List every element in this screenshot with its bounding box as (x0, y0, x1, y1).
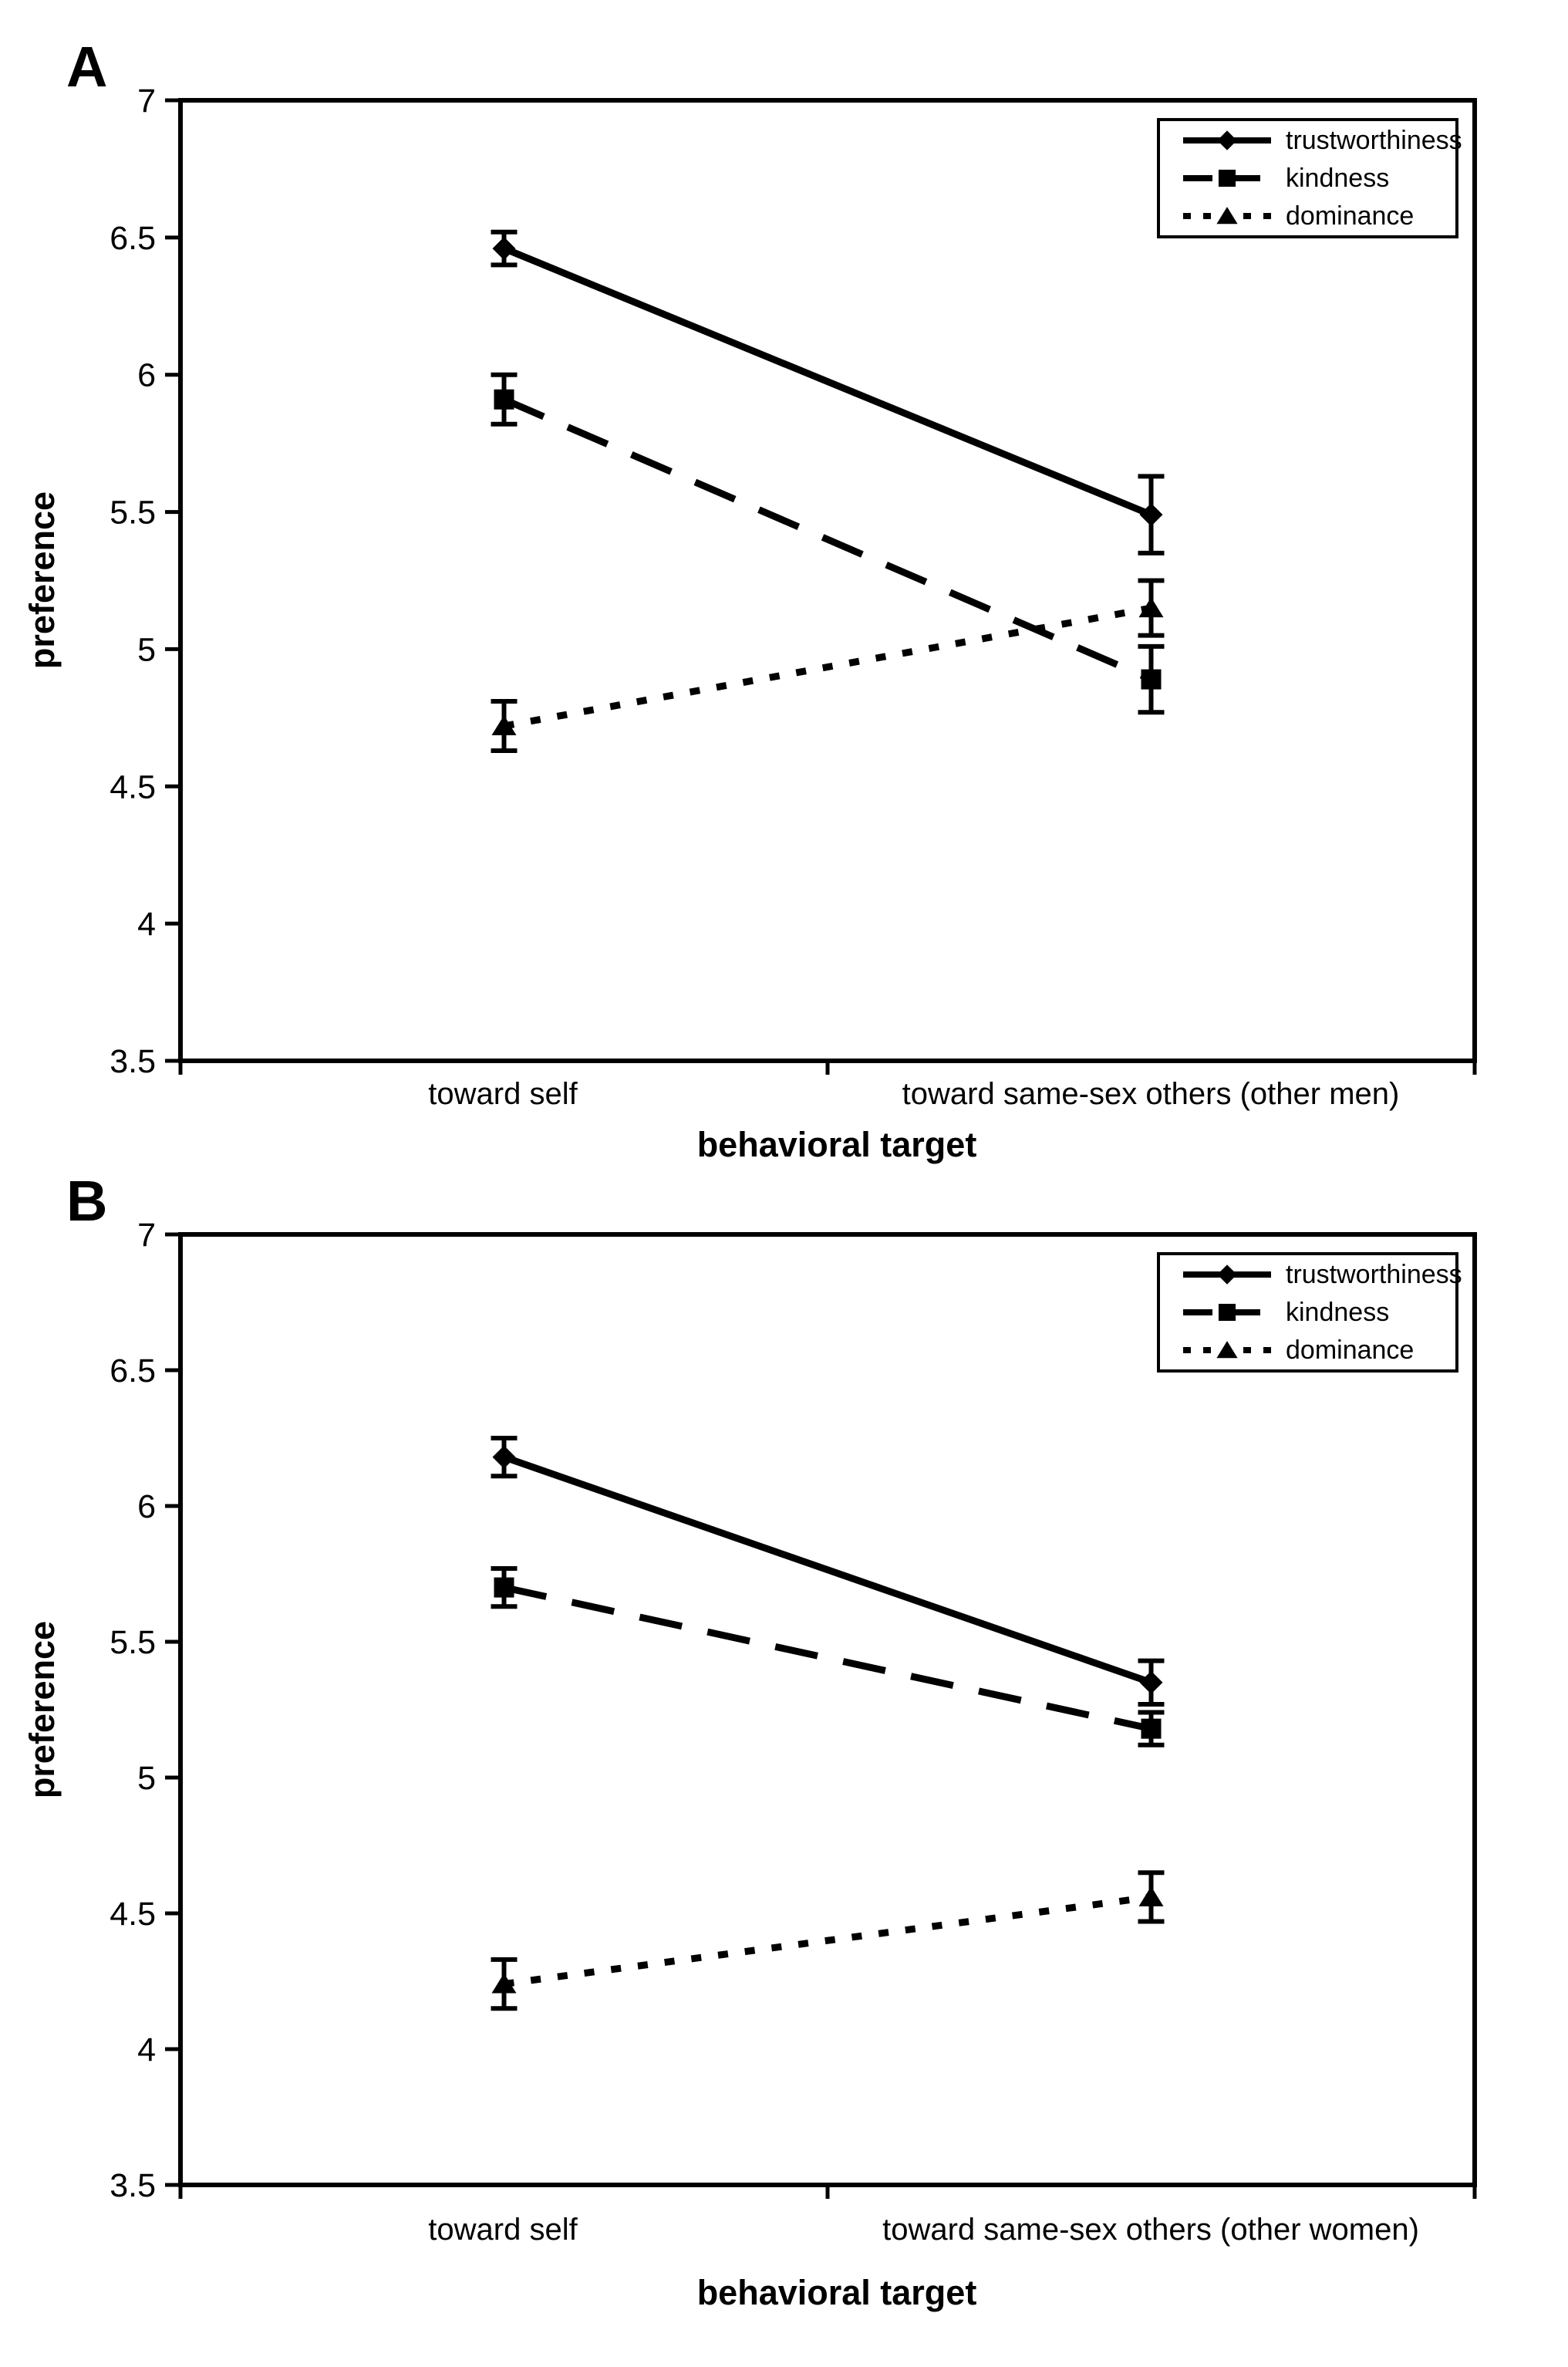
y-tick-label: 3.5 (110, 1043, 156, 1080)
legend-item-kindness: kindness (1182, 165, 1455, 191)
trustworthiness-marker (492, 1445, 516, 1469)
y-tick-label: 6 (137, 1488, 156, 1525)
panel-b-x-axis-title: behavioral target (696, 2273, 977, 2312)
y-tick-label: 6.5 (110, 220, 156, 257)
panel-b-plot: 7 6.5 6 5.5 5 4.5 4 3.5 (110, 1217, 1477, 2204)
legend-label-trustworthiness: trustworthiness (1286, 125, 1462, 155)
kindness-marker (494, 389, 514, 410)
legend-item-kindness: kindness (1182, 1299, 1455, 1325)
series-line-kindness (503, 1584, 1152, 1733)
trustworthiness-line-sample-icon (1183, 130, 1271, 150)
trustworthiness-legend-marker (1217, 1264, 1237, 1285)
legend-label-kindness: kindness (1286, 163, 1390, 193)
dominance-legend-marker (1216, 207, 1238, 225)
series-line-trustworthiness (502, 245, 1153, 518)
legend-item-trustworthiness: trustworthiness (1182, 1261, 1462, 1288)
panel-b-category-label-self: toward self (428, 2213, 578, 2247)
plot-frame (178, 98, 1477, 1063)
y-tick-label: 4.5 (110, 768, 156, 805)
dominance-marker (491, 1973, 517, 1994)
trustworthiness-marker (1139, 1670, 1163, 1694)
dominance-marker (491, 715, 517, 736)
trustworthiness-line-sample-icon (1183, 1264, 1271, 1285)
y-tick-label: 5 (137, 1760, 156, 1797)
kindness-marker (1141, 1718, 1162, 1739)
panel-b-legend: trustworthiness kindness dominance (1157, 1252, 1462, 1373)
series-line-kindness (502, 396, 1153, 683)
legend-label-trustworthiness: trustworthiness (1286, 1259, 1462, 1289)
y-tick-label: 4 (137, 906, 156, 943)
kindness-marker (494, 1577, 514, 1598)
series-line-dominance (503, 604, 1152, 730)
y-tick-label: 5 (137, 631, 156, 668)
panel-a-y-axis-title: preference (22, 491, 62, 670)
kindness-line-sample-icon (1183, 169, 1271, 187)
y-tick-label: 7 (137, 1217, 156, 1254)
panel-a-legend: trustworthiness kindness dominance (1157, 118, 1462, 238)
kindness-line-sample-icon (1183, 1303, 1271, 1322)
panel-a-x-axis-title: behavioral target (696, 1125, 977, 1164)
y-tick-label: 4 (137, 2031, 156, 2068)
plot-frame (178, 1232, 1477, 2187)
panel-a-plot: 7 6.5 6 5.5 5 4.5 4 3.5 (110, 83, 1477, 1080)
kindness-legend-marker (1218, 169, 1236, 187)
kindness-marker (1141, 669, 1162, 690)
dominance-marker (1138, 1886, 1164, 1906)
panel-a-letter: A (66, 35, 108, 99)
y-tick-label: 7 (137, 83, 156, 120)
dominance-legend-marker (1216, 1341, 1238, 1359)
series-line-dominance (503, 1893, 1152, 1987)
series-line-trustworthiness (503, 1454, 1152, 1687)
y-tick-label: 6 (137, 357, 156, 394)
panel-a-category-label-self: toward self (428, 1077, 578, 1111)
dominance-line-sample-icon (1183, 1341, 1271, 1359)
y-tick-label: 5.5 (110, 1624, 156, 1661)
y-tick-label: 4.5 (110, 1896, 156, 1933)
panel-b-letter: B (66, 1169, 108, 1233)
panel-b-y-axis-title: preference (22, 1620, 62, 1799)
legend-item-trustworthiness: trustworthiness (1182, 127, 1462, 154)
y-tick-label: 5.5 (110, 495, 156, 532)
y-tick-label: 3.5 (110, 2167, 156, 2204)
panel-b-category-label-others: toward same-sex others (other women) (882, 2213, 1419, 2247)
trustworthiness-marker (1139, 503, 1163, 527)
dominance-line-sample-icon (1183, 207, 1271, 225)
y-tick-label: 6.5 (110, 1352, 156, 1389)
legend-label-dominance: dominance (1286, 1335, 1415, 1366)
panel-a-category-label-others: toward same-sex others (other men) (902, 1077, 1400, 1111)
legend-item-dominance: dominance (1182, 203, 1455, 229)
legend-item-dominance: dominance (1182, 1337, 1455, 1363)
kindness-legend-marker (1218, 1303, 1236, 1322)
legend-label-kindness: kindness (1286, 1297, 1390, 1327)
dominance-marker (1138, 597, 1164, 618)
trustworthiness-legend-marker (1217, 130, 1237, 150)
legend-label-dominance: dominance (1286, 201, 1415, 231)
trustworthiness-marker (492, 237, 516, 261)
